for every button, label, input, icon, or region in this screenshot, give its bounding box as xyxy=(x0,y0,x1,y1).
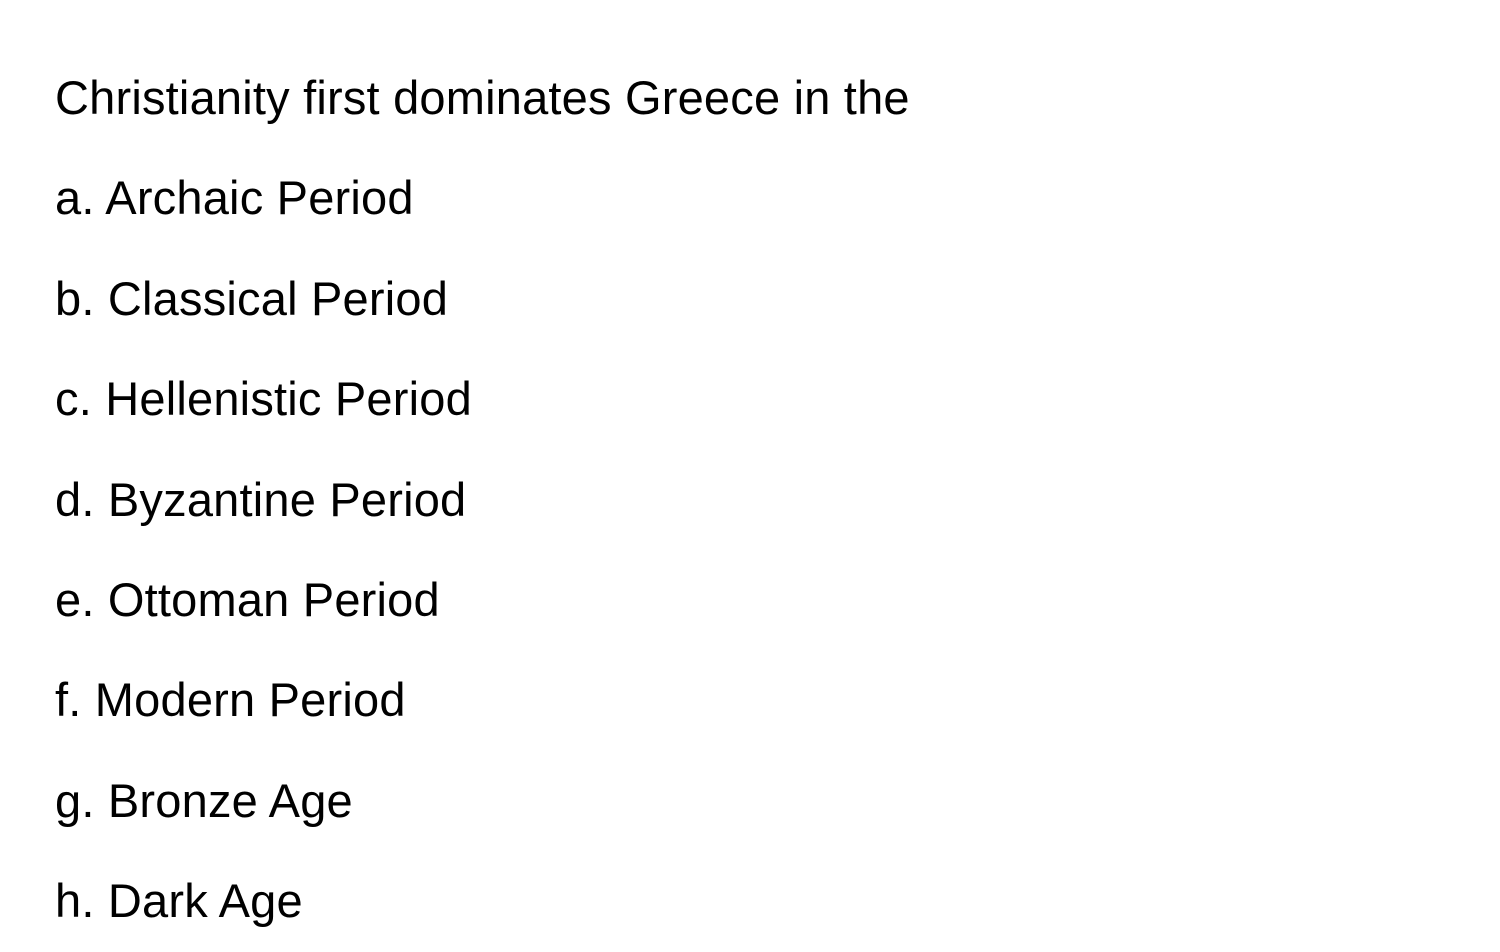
option-h: h. Dark Age xyxy=(55,873,1445,929)
option-label: Dark Age xyxy=(108,874,303,927)
option-label: Modern Period xyxy=(95,673,406,726)
option-d: d. Byzantine Period xyxy=(55,472,1445,528)
option-label: Bronze Age xyxy=(108,774,353,827)
option-letter: f. xyxy=(55,673,82,726)
option-letter: c. xyxy=(55,372,92,425)
option-a: a. Archaic Period xyxy=(55,170,1445,226)
option-letter: h. xyxy=(55,874,95,927)
option-label: Ottoman Period xyxy=(108,573,440,626)
option-c: c. Hellenistic Period xyxy=(55,371,1445,427)
option-letter: g. xyxy=(55,774,95,827)
option-letter: d. xyxy=(55,473,95,526)
option-label: Byzantine Period xyxy=(108,473,467,526)
option-label: Classical Period xyxy=(108,272,448,325)
option-b: b. Classical Period xyxy=(55,271,1445,327)
question-page: Christianity first dominates Greece in t… xyxy=(0,0,1500,930)
option-f: f. Modern Period xyxy=(55,672,1445,728)
option-letter: e. xyxy=(55,573,95,626)
question-text: Christianity first dominates Greece in t… xyxy=(55,70,1445,126)
option-e: e. Ottoman Period xyxy=(55,572,1445,628)
option-label: Archaic Period xyxy=(105,171,413,224)
option-g: g. Bronze Age xyxy=(55,773,1445,829)
option-label: Hellenistic Period xyxy=(105,372,472,425)
option-letter: b. xyxy=(55,272,95,325)
option-letter: a. xyxy=(55,171,95,224)
